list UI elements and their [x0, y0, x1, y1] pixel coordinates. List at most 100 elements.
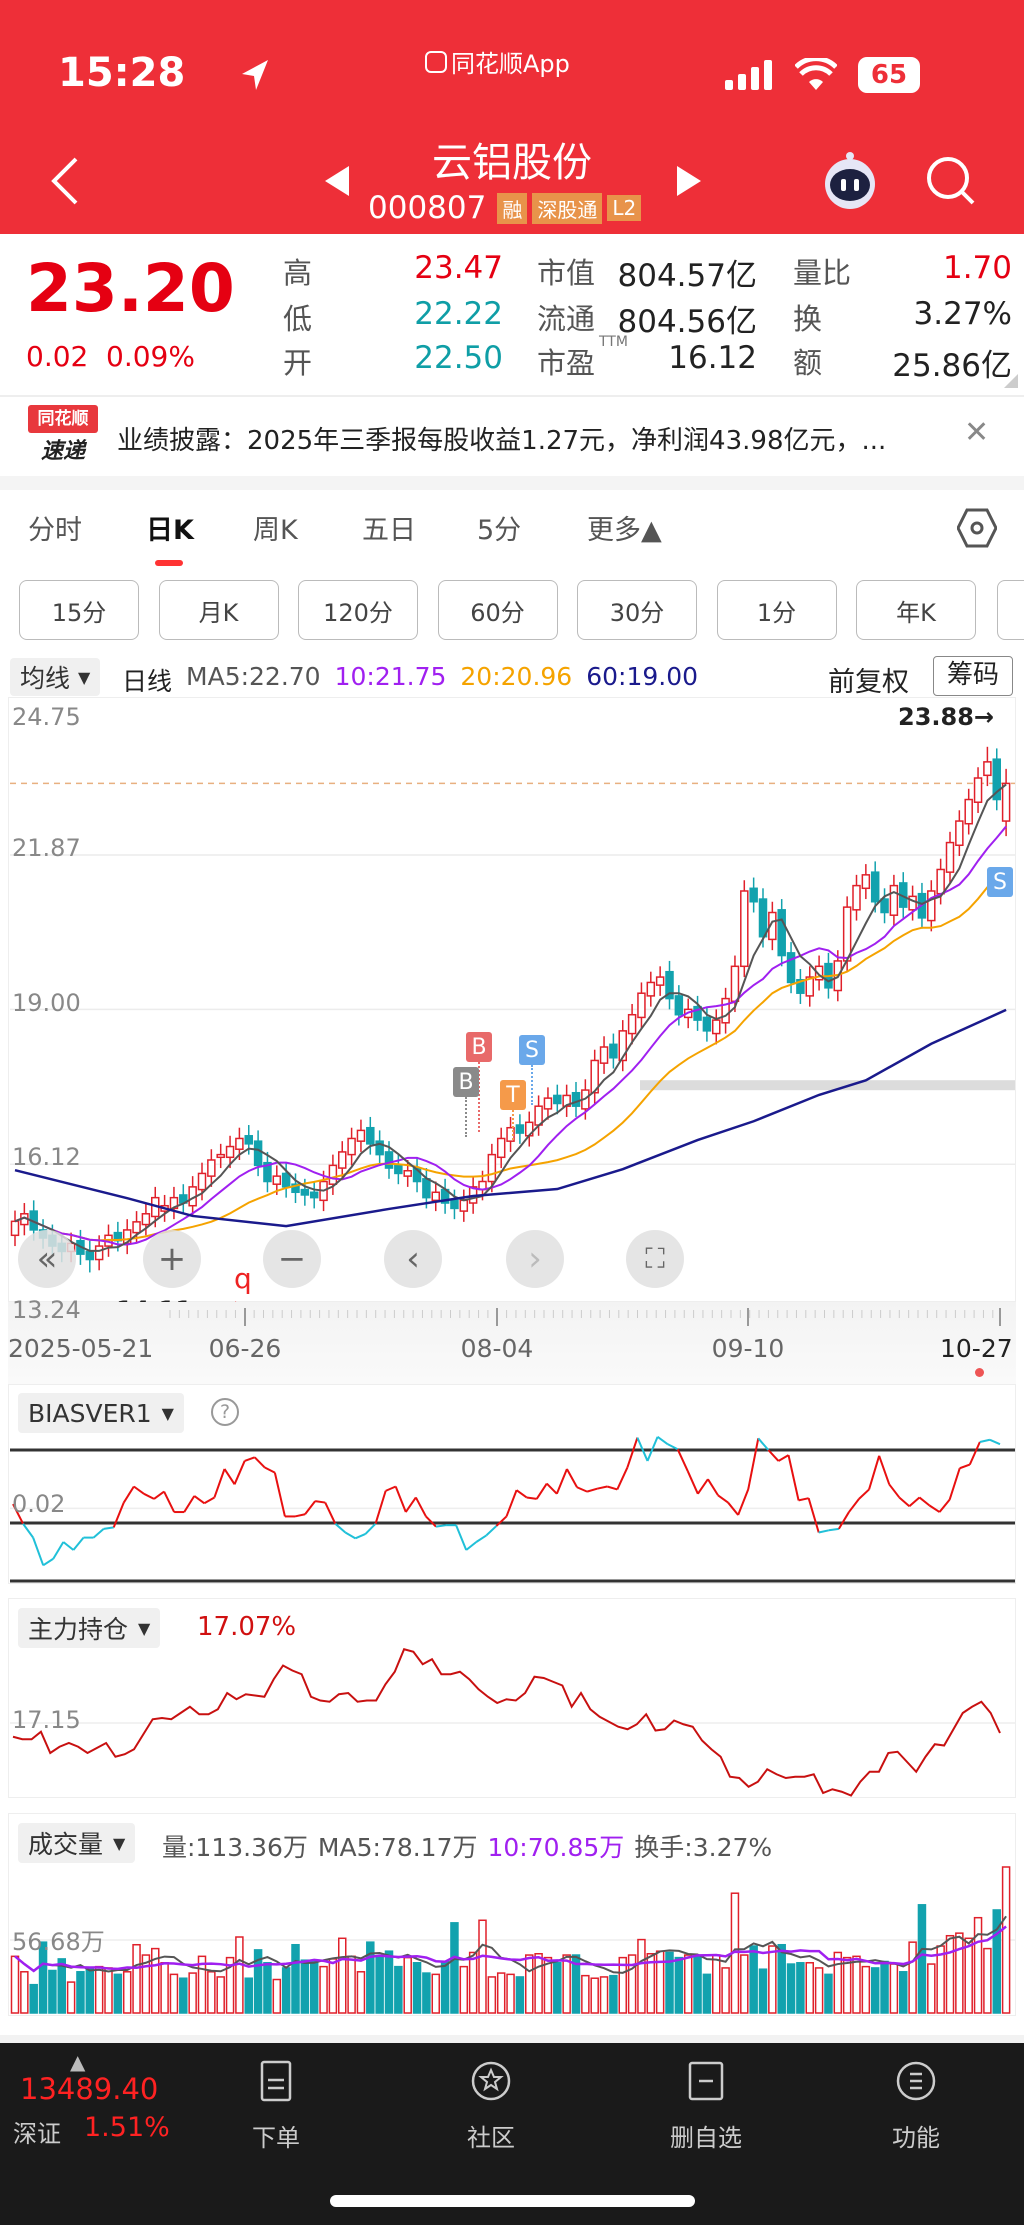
nav-order[interactable]: 下单 — [206, 2060, 346, 2153]
bias-segment — [153, 1490, 165, 1500]
bias-segment — [12, 1503, 24, 1525]
signal-marker-s[interactable]: S — [987, 867, 1013, 897]
bias-segment — [183, 1495, 196, 1513]
volume-bar — [253, 1949, 263, 2014]
candle — [216, 1143, 225, 1169]
nav-functions[interactable]: 功能 — [846, 2060, 986, 2153]
app-logo-icon — [425, 50, 447, 73]
candle — [712, 1009, 721, 1045]
chips-button[interactable]: 筹码 — [933, 656, 1013, 696]
bias-segment — [586, 1487, 598, 1493]
tab-0[interactable]: 分时 — [28, 515, 82, 546]
bias-segment — [435, 1524, 447, 1528]
period-more[interactable] — [997, 580, 1024, 640]
holding-select[interactable]: 主力持仓 ▼ — [18, 1608, 161, 1648]
candle — [646, 971, 656, 1007]
period-button[interactable]: 120分 — [298, 580, 418, 640]
tab-4[interactable]: 5分 — [477, 515, 522, 546]
ma-select[interactable]: 均线 ▼ — [10, 658, 101, 696]
turnover-value: 换手:3.27% — [634, 1833, 773, 1862]
volume-bar — [281, 1967, 291, 2014]
ma-legend: 日线 MA5:22.70 10:21.75 20:20.96 60:19.00 — [122, 662, 698, 698]
volume-bar — [291, 1943, 300, 2014]
holding-label: 主力持仓 — [28, 1615, 129, 1644]
volume-select[interactable]: 成交量 ▼ — [18, 1823, 136, 1863]
bias-ytick: 0.02 — [12, 1490, 66, 1518]
tab-3[interactable]: 五日 — [362, 515, 416, 546]
zoom-in-button[interactable]: + — [143, 1230, 201, 1288]
search-icon[interactable] — [925, 155, 977, 207]
volume-bar — [207, 1971, 216, 2014]
scroll-left-button[interactable]: ‹ — [384, 1230, 442, 1288]
tab-2[interactable]: 周K — [253, 515, 298, 546]
stat-label: 市值 — [537, 256, 596, 290]
period-button[interactable]: 60分 — [437, 580, 558, 640]
kline-chart[interactable] — [0, 695, 1024, 1300]
candle — [637, 982, 646, 1029]
prev-stock-icon[interactable] — [325, 166, 349, 196]
bias-segment — [576, 1486, 588, 1493]
signal-marker-t[interactable]: T — [500, 1080, 526, 1110]
index-value[interactable]: 13489.40 — [20, 2072, 159, 2106]
signal-stem — [478, 1062, 480, 1132]
volume-bar — [637, 1938, 646, 2014]
help-icon[interactable]: ? — [211, 1398, 239, 1426]
scroll-left-fast-button[interactable]: « — [18, 1230, 76, 1288]
back-icon[interactable] — [50, 157, 80, 205]
tab-5[interactable]: 更多▲ — [587, 515, 662, 546]
bias-segment — [606, 1485, 618, 1491]
period-button[interactable]: 年K — [856, 580, 976, 640]
candle — [889, 874, 899, 926]
bias-segment — [626, 1437, 639, 1468]
nav-remove-watchlist[interactable]: 删自选 — [636, 2060, 776, 2153]
bias-segment — [667, 1443, 679, 1451]
volume-bar — [104, 1967, 113, 2014]
volume-bar — [179, 1977, 188, 2014]
bias-chart[interactable] — [0, 1384, 1024, 1584]
news-text[interactable]: 业绩披露：2025年三季报每股收益1.27元，净利润43.98亿元，... — [117, 426, 887, 456]
holding-chart[interactable] — [0, 1598, 1024, 1798]
badge-margin: 融 — [497, 192, 528, 224]
bias-segment — [273, 1472, 286, 1517]
signal-marker-b[interactable]: B — [466, 1032, 492, 1062]
date-axis[interactable] — [8, 1302, 1016, 1384]
volume-bar — [431, 1973, 440, 2014]
ma20-line — [14, 868, 1007, 1242]
volume-bar — [712, 1954, 721, 2014]
bias-select[interactable]: BIASVER1 ▼ — [18, 1393, 184, 1433]
volume-bar — [216, 1976, 225, 2014]
candle — [880, 888, 889, 924]
fullscreen-button[interactable]: ⛶ — [626, 1230, 684, 1288]
index-up-icon: ▲ — [70, 2050, 86, 2074]
robot-assistant-icon[interactable] — [820, 150, 880, 210]
next-stock-icon[interactable] — [677, 166, 701, 196]
signal-marker-b[interactable]: B — [453, 1067, 479, 1097]
ma5-line — [14, 783, 1007, 1252]
volume-bar — [188, 1972, 197, 2014]
zoom-out-button[interactable]: − — [263, 1230, 321, 1288]
period-button[interactable]: 15分 — [19, 580, 139, 640]
signal-marker-s[interactable]: S — [519, 1035, 545, 1065]
period-button[interactable]: 1分 — [716, 580, 837, 640]
candle — [281, 1162, 291, 1198]
bias-segment — [404, 1496, 417, 1513]
candle — [599, 1036, 609, 1074]
nav-community[interactable]: 社区 — [421, 2060, 561, 2153]
volume-bar — [852, 1955, 861, 2014]
kline-frame — [8, 697, 1016, 1302]
tab-1[interactable]: 日K — [146, 515, 194, 546]
volume-bar — [674, 1956, 684, 2014]
volume-chart[interactable] — [0, 1814, 1024, 2014]
expand-corner-icon[interactable] — [1004, 374, 1018, 388]
close-news-icon[interactable]: ✕ — [964, 415, 990, 450]
stat-value: 3.27% — [913, 296, 1012, 332]
period-button[interactable]: 30分 — [577, 580, 697, 640]
divider — [0, 476, 1024, 490]
period-button[interactable]: 月K — [158, 580, 279, 640]
chart-settings-icon[interactable] — [957, 507, 997, 549]
adjust-type[interactable]: 前复权 — [828, 667, 909, 698]
scroll-right-button[interactable]: › — [506, 1230, 564, 1288]
candle — [534, 1095, 543, 1136]
volume-bar — [627, 1954, 637, 2014]
index-name: 深证 — [13, 2120, 61, 2148]
